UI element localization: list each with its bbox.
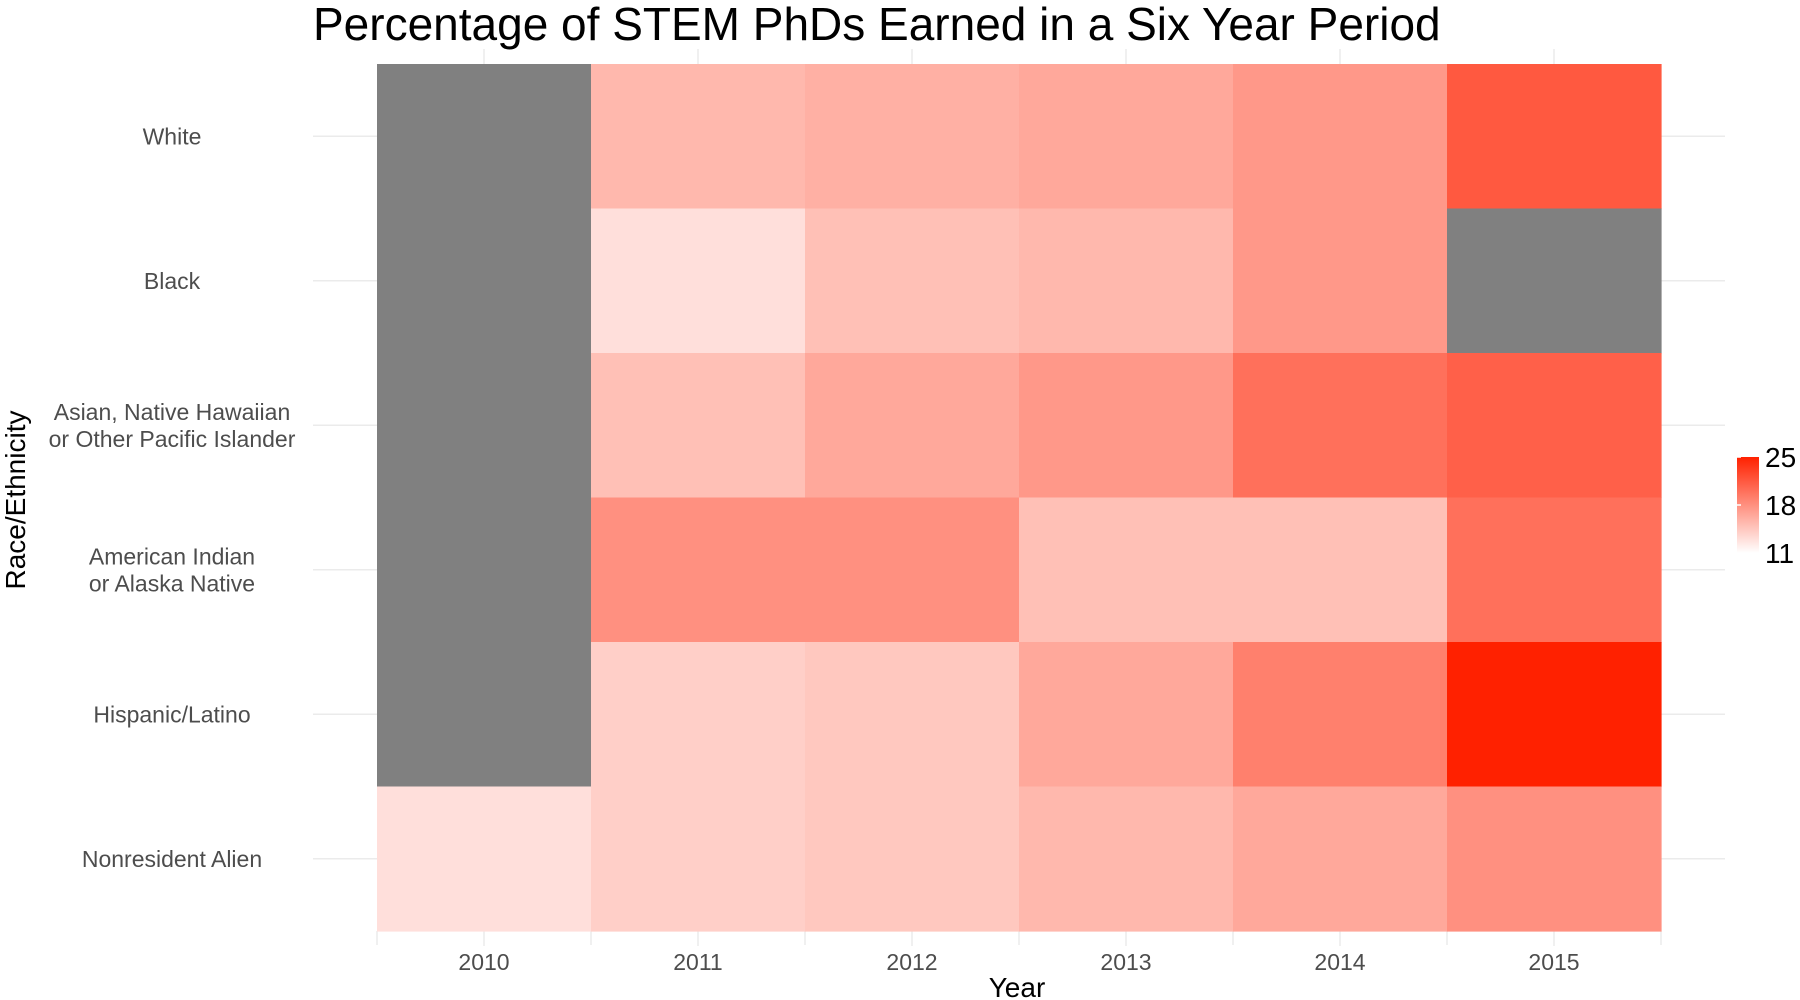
heatmap-tile xyxy=(1233,353,1448,499)
heatmap-tile xyxy=(1447,497,1662,643)
heatmap-tile xyxy=(805,786,1020,932)
tiles-layer xyxy=(377,64,1662,932)
heatmap-tile xyxy=(591,497,806,643)
heatmap-tile xyxy=(1019,64,1234,210)
y-tick-label: Nonresident Alien xyxy=(82,846,262,872)
y-tick-labels: White Black Asian, Native Hawaiian or Other… xyxy=(49,123,296,872)
heatmap-tile xyxy=(1019,208,1234,354)
x-tick-label: 2015 xyxy=(1528,949,1579,975)
y-axis-title: Race/Ethnicity xyxy=(0,411,31,590)
heatmap-tile xyxy=(377,208,592,354)
heatmap-tile xyxy=(1233,64,1448,210)
heatmap-tile xyxy=(1019,642,1234,788)
heatmap-tile xyxy=(805,642,1020,788)
y-tick-label: American Indian or Alaska Native xyxy=(89,543,255,596)
heatmap-tile xyxy=(1447,642,1662,788)
x-tick-label: 2010 xyxy=(458,949,509,975)
x-tick-label: 2013 xyxy=(1100,949,1151,975)
legend-tick-labels: 25 18 11 xyxy=(1737,442,1796,569)
x-axis-title: Year xyxy=(989,972,1046,1000)
heatmap-tile xyxy=(1019,353,1234,499)
x-tick-labels: 2010 2011 2012 2013 2014 2015 xyxy=(458,949,1579,975)
heatmap-tile xyxy=(1233,642,1448,788)
y-tick-label: Black xyxy=(144,268,201,294)
chart-title: Percentage of STEM PhDs Earned in a Six … xyxy=(313,0,1441,50)
heatmap-tile xyxy=(1233,497,1448,643)
heatmap-tile xyxy=(591,353,806,499)
heatmap-tile xyxy=(377,642,592,788)
heatmap-tile xyxy=(591,208,806,354)
x-tick-label: 2014 xyxy=(1314,949,1365,975)
heatmap-tile xyxy=(377,497,592,643)
heatmap-tile xyxy=(1447,786,1662,932)
heatmap-tile xyxy=(805,497,1020,643)
legend-color-bar xyxy=(1737,457,1759,553)
heatmap-tile xyxy=(805,64,1020,210)
legend-tick-label: 25 xyxy=(1765,442,1796,473)
y-tick-label: Asian, Native Hawaiian or Other Pacific I… xyxy=(49,399,296,452)
color-legend: 25 18 11 xyxy=(1737,442,1796,569)
legend-tick-label: 18 xyxy=(1765,490,1796,521)
x-tick-label: 2012 xyxy=(886,949,937,975)
legend-tick-label: 11 xyxy=(1765,538,1794,569)
heatmap-tile xyxy=(377,353,592,499)
heatmap-tile xyxy=(591,642,806,788)
heatmap-tile xyxy=(805,353,1020,499)
heatmap-tile xyxy=(377,786,592,932)
heatmap-tile xyxy=(591,64,806,210)
x-tick-label: 2011 xyxy=(673,949,722,975)
heatmap-tile xyxy=(1447,64,1662,210)
y-tick-label: White xyxy=(143,123,202,149)
heatmap-tile xyxy=(1019,497,1234,643)
heatmap-tile xyxy=(377,64,592,210)
heatmap-tile xyxy=(1447,208,1662,354)
heatmap-tile xyxy=(1447,353,1662,499)
heatmap-tile xyxy=(805,208,1020,354)
y-tick-label: Hispanic/Latino xyxy=(93,701,250,727)
heatmap-tile xyxy=(591,786,806,932)
heatmap-tile xyxy=(1233,208,1448,354)
heatmap-tile xyxy=(1019,786,1234,932)
heatmap-tile xyxy=(1233,786,1448,932)
